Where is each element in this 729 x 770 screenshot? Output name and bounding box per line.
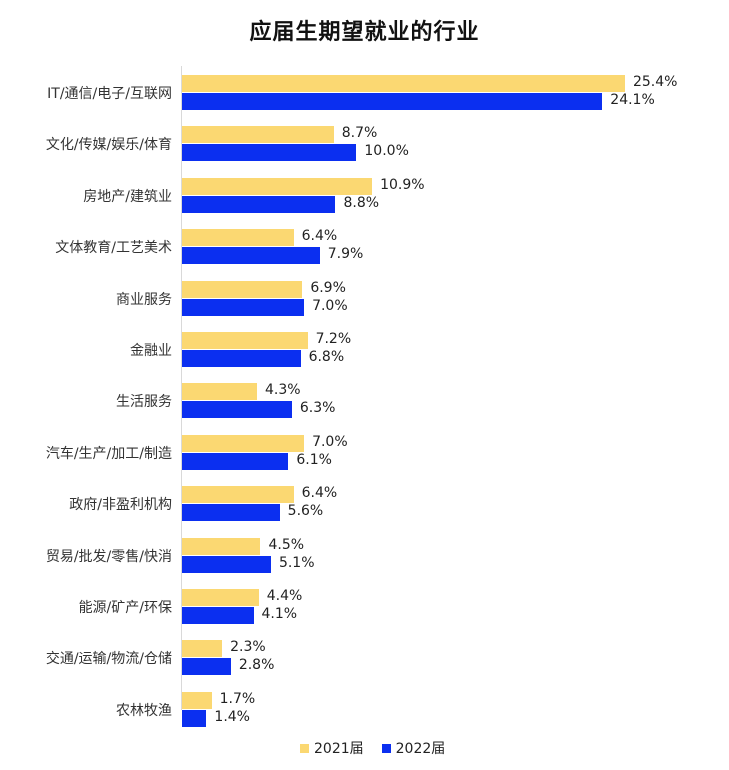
- bar-group: 农林牧渔 1.7% 1.4%: [0, 690, 729, 744]
- bar-group: 文体教育/工艺美术 6.4% 7.9%: [0, 228, 729, 281]
- value-label-2021: 7.2%: [315, 331, 352, 347]
- bar-2021: [182, 280, 303, 298]
- bar-2022: [182, 195, 336, 213]
- category-label: 文化/传媒/娱乐/体育: [45, 137, 172, 154]
- bar-group: 金融业 7.2% 6.8%: [0, 331, 729, 384]
- category-label: 房地产/建筑业: [83, 188, 172, 205]
- value-label-2021: 6.9%: [310, 279, 346, 296]
- bar-2022: [182, 144, 357, 162]
- bar-2022: [182, 298, 305, 316]
- value-label-2021: 1.7%: [219, 690, 256, 707]
- bar-group: 交通/运输/物流/仓储 2.3% 2.8%: [0, 639, 729, 692]
- bar-group: 房地产/建筑业 10.9% 8.8%: [0, 176, 729, 230]
- value-label-2021: 4.5%: [268, 536, 305, 553]
- bar-2021: [182, 332, 308, 349]
- bar-2022: [182, 658, 231, 676]
- bar-group: 汽车/生产/加工/制造 7.0% 6.1%: [0, 433, 729, 487]
- legend-item-2022: 2022届: [381, 738, 446, 758]
- bar-2021: [182, 177, 373, 195]
- value-label-2022: 10.0%: [364, 143, 409, 160]
- value-label-2021: 6.4%: [301, 228, 338, 245]
- value-label-2022: 5.1%: [278, 554, 315, 571]
- value-label-2022: 7.9%: [327, 246, 364, 263]
- bar-2021: [182, 75, 625, 92]
- value-label-2022: 5.6%: [287, 503, 324, 520]
- category-label: 贸易/批发/零售/快消: [45, 548, 172, 565]
- legend-item-2021: 2021届: [300, 738, 364, 758]
- bar-2022: [182, 93, 603, 110]
- category-label: 金融业: [130, 343, 172, 359]
- bar-2022: [182, 452, 289, 470]
- bar-2021: [182, 434, 305, 452]
- value-label-2021: 2.3%: [230, 639, 266, 656]
- value-label-2022: 6.1%: [296, 451, 332, 468]
- legend: 2021届 2022届: [300, 738, 445, 758]
- category-label: 交通/运输/物流/仓储: [45, 651, 172, 668]
- bar-group: 贸易/批发/零售/快消 4.5% 5.1%: [0, 536, 729, 590]
- value-label-2022: 8.8%: [343, 194, 380, 211]
- bar-2022: [182, 709, 207, 727]
- value-label-2022: 7.0%: [312, 297, 348, 314]
- value-label-2022: 6.8%: [308, 349, 345, 365]
- bar-2022: [182, 555, 271, 573]
- bar-2022: [182, 504, 280, 522]
- bar-2022: [182, 247, 320, 265]
- legend-swatch-2022-icon: [381, 743, 391, 753]
- category-label: 生活服务: [116, 394, 172, 411]
- bar-2022: [182, 401, 292, 419]
- value-label-2022: 24.1%: [610, 92, 655, 108]
- value-label-2022: 4.1%: [261, 606, 298, 622]
- category-label: 农林牧渔: [116, 702, 172, 719]
- value-label-2021: 6.4%: [301, 485, 338, 502]
- bar-2021: [182, 126, 334, 144]
- value-label-2021: 8.7%: [341, 125, 378, 142]
- bar-2022: [182, 350, 301, 367]
- category-label: IT/通信/电子/互联网: [47, 86, 172, 102]
- bar-group: IT/通信/电子/互联网 25.4% 24.1%: [0, 74, 729, 127]
- chart-title: 应届生期望就业的行业: [249, 20, 480, 45]
- value-label-2022: 6.3%: [299, 400, 336, 417]
- bar-2022: [182, 607, 254, 624]
- bar-group: 能源/矿产/环保 4.4% 4.1%: [0, 588, 729, 641]
- bar-2021: [182, 537, 261, 555]
- bar-group: 政府/非盈利机构 6.4% 5.6%: [0, 485, 729, 538]
- value-label-2021: 4.4%: [266, 588, 303, 604]
- bar-2021: [182, 640, 223, 658]
- value-label-2021: 7.0%: [312, 433, 348, 450]
- category-label: 商业服务: [116, 291, 172, 308]
- value-label-2021: 25.4%: [632, 74, 678, 90]
- value-label-2021: 4.3%: [264, 382, 301, 399]
- category-label: 能源/矿产/环保: [78, 600, 172, 616]
- legend-swatch-2021-icon: [300, 743, 309, 753]
- bar-group: 文化/传媒/娱乐/体育 8.7% 10.0%: [0, 125, 729, 178]
- category-label: 文体教育/工艺美术: [55, 240, 172, 257]
- bar-2021: [182, 691, 212, 709]
- bar-2021: [182, 486, 294, 504]
- value-label-2021: 10.9%: [380, 176, 425, 193]
- bar-2021: [182, 589, 259, 606]
- bar-group: 商业服务 6.9% 7.0%: [0, 279, 729, 333]
- legend-label-2022: 2022届: [395, 741, 446, 757]
- bar-group: 生活服务 4.3% 6.3%: [0, 382, 729, 435]
- value-label-2022: 1.4%: [214, 708, 250, 725]
- category-label: 汽车/生产/加工/制造: [45, 445, 172, 462]
- category-label: 政府/非盈利机构: [69, 497, 172, 514]
- legend-label-2021: 2021届: [314, 741, 364, 757]
- value-label-2022: 2.8%: [238, 657, 275, 674]
- y-axis-line: [181, 66, 182, 710]
- bar-2021: [182, 229, 294, 247]
- bar-2021: [182, 383, 257, 401]
